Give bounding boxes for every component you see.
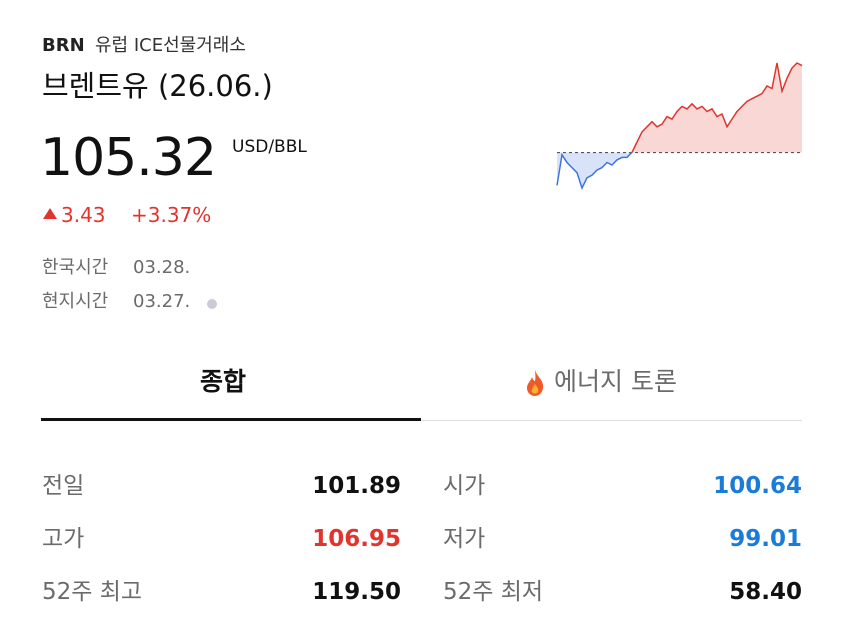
stat-label: 52주 최고 — [42, 579, 143, 605]
time-label: 현지시간 — [42, 291, 109, 312]
price: 105.32 — [40, 128, 217, 188]
unit: USD/BBL — [232, 137, 307, 157]
tab[interactable]: 종합 — [200, 367, 247, 396]
time: 03.27. — [133, 291, 191, 312]
status-dot — [207, 299, 217, 309]
stat-label: 전일 — [42, 473, 85, 499]
fire-icon — [527, 370, 544, 396]
stat-label: 저가 — [443, 526, 486, 552]
title: 브렌트유 (26.06.) — [42, 69, 273, 103]
up-arrow — [43, 208, 57, 219]
divider — [421, 420, 802, 421]
stat-value: 100.64 — [713, 473, 802, 499]
stat-label: 52주 최저 — [443, 579, 544, 605]
line-up — [630, 62, 803, 153]
stat-value: 99.01 — [729, 526, 802, 552]
tab[interactable]: 에너지 토론 — [554, 367, 677, 396]
area-up — [631, 63, 802, 153]
exchange: 유럽 ICE선물거래소 — [95, 35, 246, 56]
time: 03.28. — [133, 257, 191, 278]
change: 3.43 — [61, 203, 106, 227]
stat-label: 고가 — [42, 526, 85, 552]
stat-label: 시가 — [443, 473, 486, 499]
stat-value: 106.95 — [312, 526, 401, 552]
sparkline — [556, 62, 803, 190]
stat-value: 101.89 — [312, 473, 401, 499]
ticker: BRN — [42, 35, 85, 56]
stat-value: 58.40 — [729, 579, 802, 605]
stat-value: 119.50 — [312, 579, 401, 605]
line-down — [556, 152, 633, 190]
time-label: 한국시간 — [42, 257, 109, 278]
tab-indicator — [41, 418, 421, 421]
change-pct: +3.37% — [131, 203, 212, 227]
